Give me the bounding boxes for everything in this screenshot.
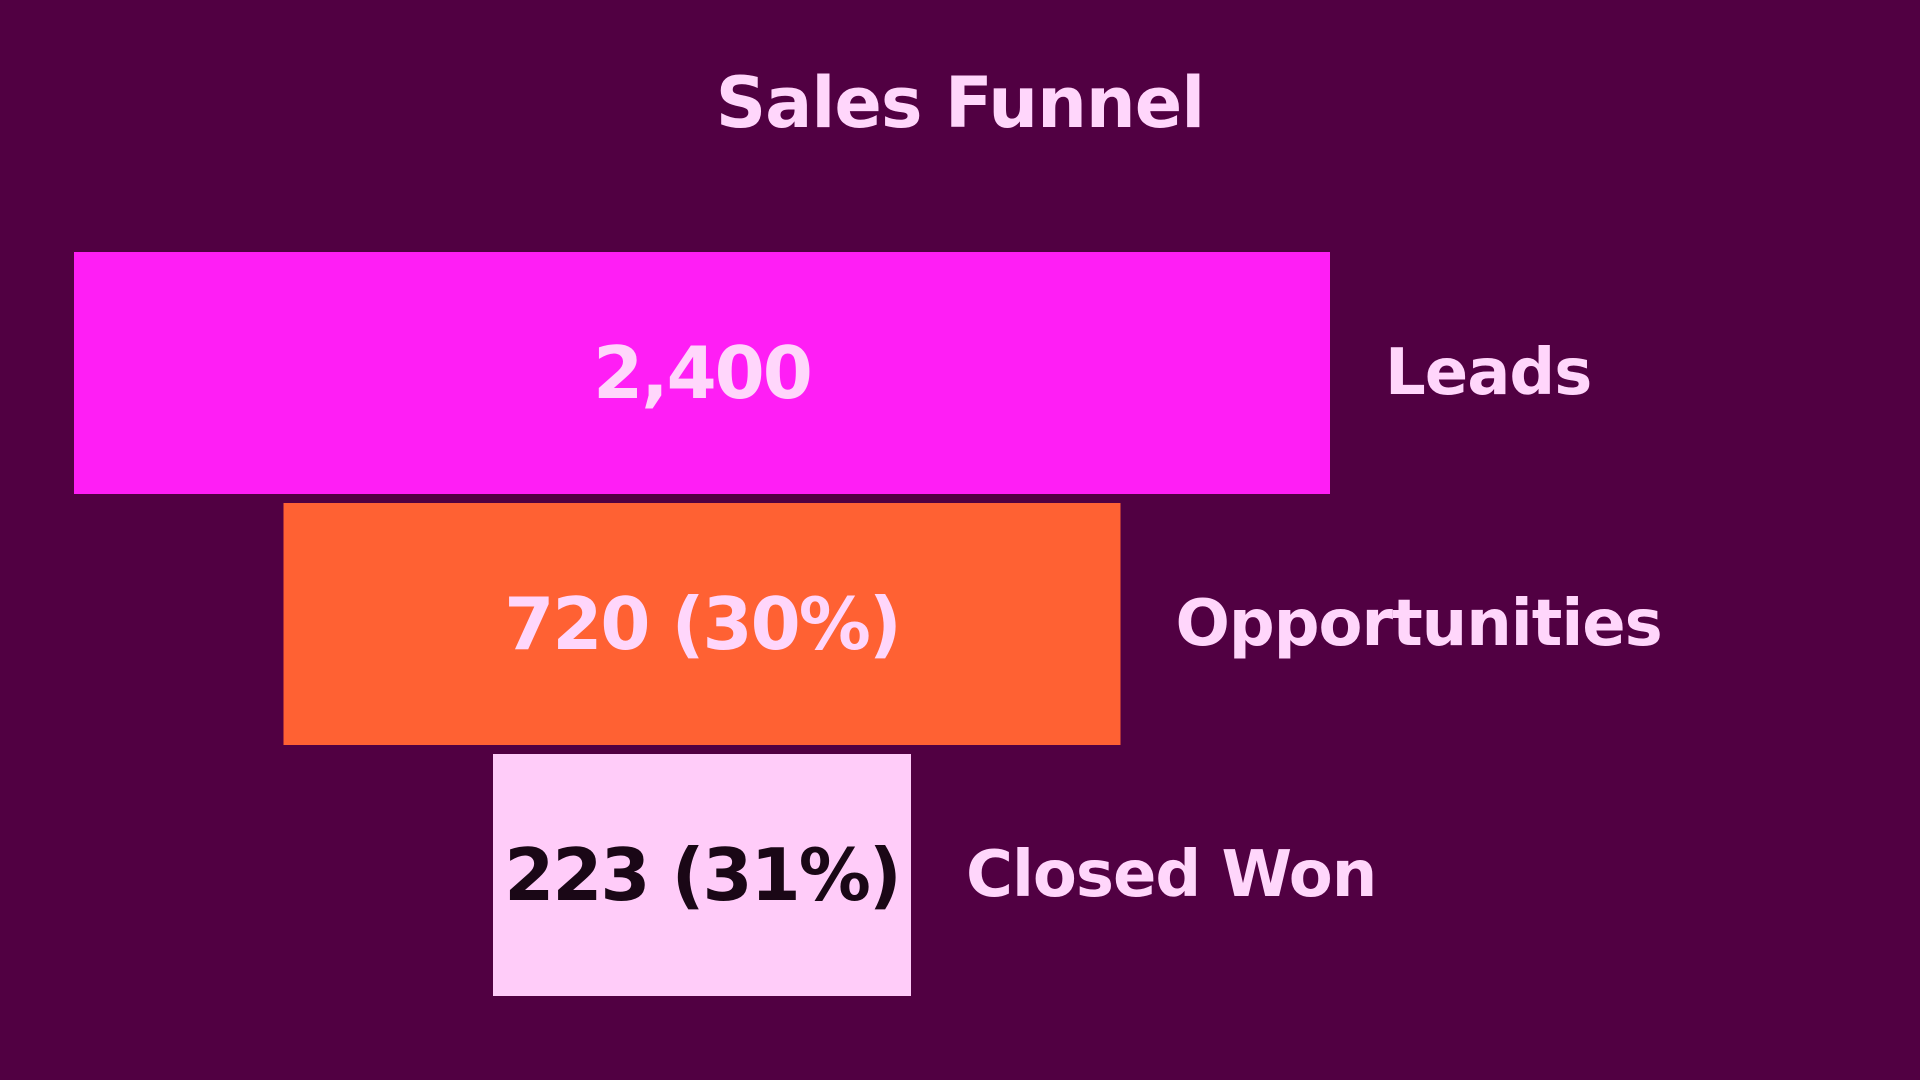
- funnel-bar-opportunities: [283, 503, 1121, 745]
- funnel-bar-closed-won: [493, 754, 911, 996]
- data-label: 2,400: [593, 331, 811, 415]
- category-label: Opportunities: [1176, 587, 1662, 661]
- category-label: Closed Won: [966, 838, 1376, 912]
- funnel-bar-leads: [74, 252, 1330, 494]
- data-label: 720 (30%): [504, 582, 900, 666]
- funnel-bars: [74, 252, 1330, 996]
- data-label: 223 (31%): [504, 833, 900, 917]
- chart-title: Sales Funnel: [715, 62, 1205, 144]
- funnel-labels: 2,400 Leads 720 (30%) Opportunities 223 (31%…: [504, 331, 1663, 917]
- category-label: Leads: [1385, 336, 1591, 410]
